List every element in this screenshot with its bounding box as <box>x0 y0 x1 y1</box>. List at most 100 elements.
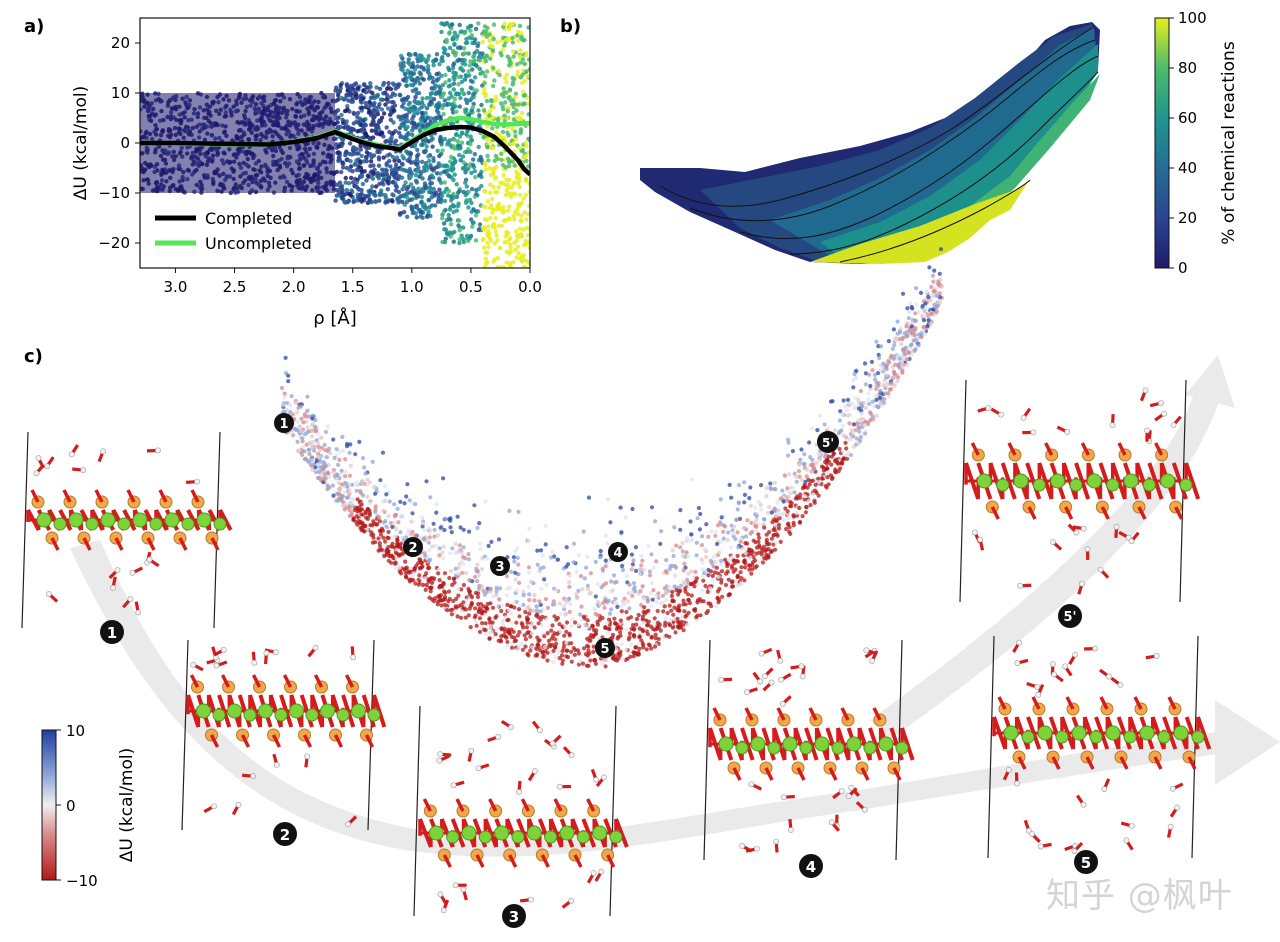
scatter-point <box>380 450 386 455</box>
scatter-point <box>422 181 428 186</box>
scatter-point <box>700 567 705 572</box>
scatter-point <box>692 608 698 613</box>
scatter-point <box>381 111 387 116</box>
scatter-point <box>464 149 469 155</box>
scatter-point <box>669 593 675 599</box>
scatter-point <box>509 102 515 107</box>
scatter-point <box>686 610 691 615</box>
scatter-point <box>470 67 475 72</box>
scatter-point <box>468 78 474 84</box>
scatter-point <box>340 499 345 504</box>
x-tick-label: 3.0 <box>164 278 188 296</box>
scatter-point <box>649 581 655 586</box>
scatter-point <box>474 579 480 584</box>
scatter-point <box>630 593 635 598</box>
scatter-point <box>427 548 432 553</box>
scatter-point <box>351 121 356 126</box>
scatter-point <box>806 498 811 503</box>
scatter-point <box>477 541 483 546</box>
scatter-point <box>899 342 904 347</box>
scatter-point <box>508 604 513 609</box>
scatter-point <box>428 213 433 219</box>
scatter-point <box>385 187 390 192</box>
scatter-point <box>370 184 375 189</box>
scatter-point <box>534 608 539 613</box>
scatter-point <box>629 552 635 557</box>
scatter-point <box>526 112 530 117</box>
scatter-point <box>936 279 941 284</box>
colorbar-b-tick-label: 80 <box>1178 59 1197 77</box>
scatter-point <box>894 336 899 341</box>
scatter-point <box>426 139 431 144</box>
scatter-point <box>324 455 329 460</box>
scatter-point <box>668 618 673 623</box>
scatter-point <box>360 105 365 110</box>
scatter-point <box>515 33 520 38</box>
scatter-point <box>351 517 356 522</box>
scatter-point <box>455 614 460 619</box>
scatter-point <box>399 161 405 166</box>
scatter-point <box>314 438 319 443</box>
scatter-point <box>474 48 480 54</box>
scatter-point <box>442 198 448 204</box>
scatter-point <box>558 611 564 617</box>
scatter-point <box>410 511 415 516</box>
scatter-point <box>909 352 914 357</box>
scatter-point <box>872 372 878 377</box>
scatter-point <box>816 493 821 498</box>
scatter-point <box>693 569 698 575</box>
scatter-point <box>466 557 471 562</box>
scatter-point <box>481 245 487 250</box>
scatter-point <box>667 603 672 608</box>
scatter-point <box>505 643 510 648</box>
scatter-point <box>335 108 341 113</box>
scatter-point <box>709 561 714 566</box>
scatter-point <box>364 178 369 183</box>
scatter-point <box>695 582 701 587</box>
scatter-point <box>382 498 388 503</box>
scatter-point <box>457 228 462 233</box>
scatter-point <box>870 368 875 373</box>
scatter-point <box>308 441 313 446</box>
scatter-point <box>516 251 521 256</box>
scatter-point <box>317 455 322 460</box>
contour-line-4 <box>789 71 1099 255</box>
scatter-point <box>387 152 392 157</box>
scatter-point <box>609 607 614 612</box>
scatter-point <box>470 224 475 229</box>
scatter-point <box>723 557 728 562</box>
scatter-point <box>365 494 370 499</box>
scatter-point <box>773 547 778 552</box>
scatter-point <box>378 97 384 102</box>
scatter-point <box>570 617 575 622</box>
scatter-point <box>398 499 403 504</box>
scatter-point <box>470 157 476 162</box>
scatter-point <box>486 224 491 229</box>
scatter-point <box>781 510 786 515</box>
scatter-point <box>633 645 638 650</box>
scatter-point <box>455 45 461 50</box>
scatter-point <box>380 173 385 178</box>
scatter-point <box>394 184 399 190</box>
scatter-point <box>394 512 399 518</box>
scatter-point <box>377 198 382 203</box>
scatter-point <box>505 109 510 114</box>
scatter-point <box>651 565 656 571</box>
scatter-point <box>313 424 318 429</box>
scatter-point <box>526 232 530 238</box>
scatter-point <box>769 536 775 541</box>
scatter-point <box>344 93 350 98</box>
scatter-point <box>371 115 376 120</box>
scatter-point <box>731 569 736 574</box>
scatter-point <box>471 207 476 212</box>
scatter-point <box>358 147 363 152</box>
scatter-point <box>855 421 860 426</box>
scatter-point <box>383 195 388 200</box>
scatter-point <box>490 167 495 172</box>
scatter-point <box>390 192 395 197</box>
scatter-point <box>433 58 438 63</box>
scatter-point <box>618 633 623 638</box>
scatter-point <box>897 356 902 361</box>
scatter-point <box>524 143 529 149</box>
scatter-point <box>620 599 626 604</box>
